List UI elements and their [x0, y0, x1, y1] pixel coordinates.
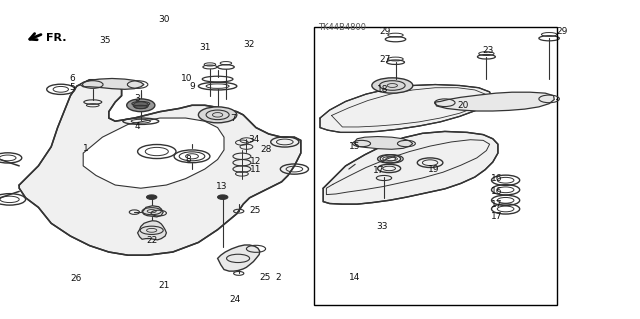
Text: 21: 21	[158, 281, 170, 290]
Text: 7: 7	[230, 114, 236, 122]
Text: 32: 32	[243, 40, 255, 49]
Polygon shape	[138, 221, 166, 240]
Text: 17: 17	[491, 200, 502, 209]
Text: TK44B4800: TK44B4800	[319, 23, 367, 32]
Polygon shape	[435, 92, 554, 111]
Text: FR.: FR.	[46, 33, 67, 43]
Text: 34: 34	[248, 135, 260, 144]
Ellipse shape	[218, 195, 228, 199]
Text: 28: 28	[260, 145, 272, 154]
Ellipse shape	[372, 78, 413, 93]
Text: 22: 22	[146, 236, 157, 245]
Text: 33: 33	[376, 222, 388, 231]
Text: 16: 16	[491, 174, 502, 183]
Text: 31: 31	[200, 43, 211, 52]
Ellipse shape	[198, 107, 237, 123]
Text: 20: 20	[458, 101, 469, 110]
Ellipse shape	[147, 195, 157, 199]
Text: 8: 8	[185, 155, 191, 164]
Ellipse shape	[133, 102, 148, 109]
Text: 11: 11	[250, 165, 261, 174]
Text: 12: 12	[250, 157, 261, 166]
Polygon shape	[83, 118, 224, 188]
Text: 23: 23	[483, 46, 494, 55]
Polygon shape	[323, 131, 498, 204]
Polygon shape	[80, 78, 144, 89]
Text: 13: 13	[216, 182, 227, 191]
Text: 3: 3	[134, 94, 140, 103]
Text: 2: 2	[275, 273, 281, 282]
Text: 26: 26	[70, 274, 82, 283]
Text: 19: 19	[428, 165, 439, 174]
Text: 27: 27	[379, 55, 390, 63]
Text: 15: 15	[349, 142, 360, 151]
Polygon shape	[320, 85, 492, 132]
Text: 30: 30	[159, 15, 170, 24]
Text: 25: 25	[250, 206, 261, 215]
Text: 25: 25	[259, 273, 271, 282]
Text: 17: 17	[372, 166, 384, 175]
Polygon shape	[19, 80, 301, 255]
Text: 5: 5	[70, 83, 76, 92]
Text: 6: 6	[70, 74, 76, 83]
Polygon shape	[354, 137, 413, 149]
Text: 29: 29	[379, 27, 390, 36]
Text: 16: 16	[491, 187, 502, 196]
Polygon shape	[218, 245, 260, 271]
Ellipse shape	[127, 99, 155, 112]
Text: 29: 29	[557, 27, 568, 36]
Text: 4: 4	[134, 122, 140, 130]
Polygon shape	[142, 206, 163, 217]
Text: 10: 10	[180, 74, 192, 83]
Text: 14: 14	[349, 273, 360, 282]
Text: 24: 24	[229, 295, 241, 304]
Bar	[314, 27, 557, 305]
Text: 35: 35	[99, 36, 111, 45]
Text: 9: 9	[189, 82, 195, 91]
Text: 17: 17	[491, 212, 502, 221]
Text: 1: 1	[83, 144, 88, 153]
Text: 18: 18	[377, 85, 388, 94]
